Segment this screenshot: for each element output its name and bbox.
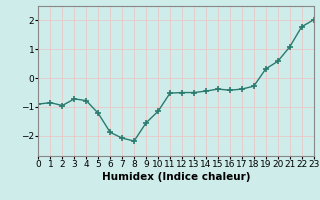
- X-axis label: Humidex (Indice chaleur): Humidex (Indice chaleur): [102, 172, 250, 182]
